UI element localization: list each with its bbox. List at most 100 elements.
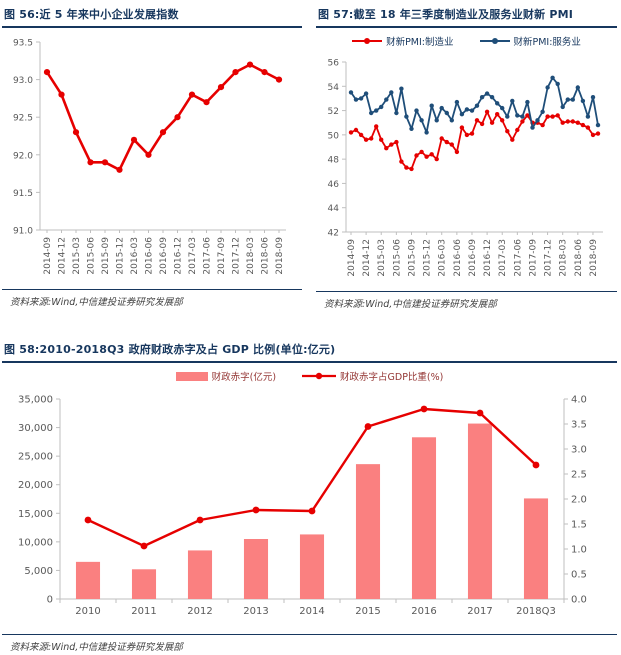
svg-text:3.5: 3.5	[571, 420, 587, 431]
svg-text:56: 56	[328, 59, 340, 69]
svg-text:2010: 2010	[75, 606, 100, 617]
red-line-marker-swatch-icon	[302, 372, 337, 380]
svg-text:2018-06: 2018-06	[261, 237, 271, 275]
legend-label: 财新PMI:制造业	[386, 37, 454, 48]
svg-text:25,000: 25,000	[18, 452, 53, 463]
svg-text:2015: 2015	[355, 606, 380, 617]
legend-label: 财政赤字占GDP比重(%)	[340, 372, 444, 383]
svg-text:2015-03: 2015-03	[377, 239, 387, 277]
svg-text:2012: 2012	[187, 606, 212, 617]
svg-text:2018-03: 2018-03	[246, 237, 256, 275]
svg-text:2017-03: 2017-03	[188, 237, 198, 275]
svg-text:2017: 2017	[467, 606, 492, 617]
figure-58-chart-area: 0 5,000 10,000 15,000 20,000 25,000 30,000 35,0…	[2, 387, 617, 631]
svg-text:2016-03: 2016-03	[130, 237, 140, 275]
svg-text:2014-09: 2014-09	[43, 237, 53, 275]
svg-text:2013: 2013	[243, 606, 268, 617]
figure-57-chart-area: 42 44 46 48 50 52 54 56 2014-09 2014-12 2015-03 201…	[316, 52, 617, 288]
pink-bar-swatch-icon	[175, 371, 208, 381]
figure-56-title: 图 56:近 5 年来中小企业发展指数	[2, 3, 302, 28]
svg-text:2018-03: 2018-03	[559, 239, 569, 277]
svg-text:2016-09: 2016-09	[159, 237, 169, 275]
svg-text:2011: 2011	[131, 606, 156, 617]
figure-57-legend: 财新PMI:制造业 财新PMI:服务业	[316, 30, 617, 52]
svg-text:5,000: 5,000	[24, 566, 53, 577]
svg-text:2016: 2016	[411, 606, 436, 617]
svg-text:2016-06: 2016-06	[453, 239, 463, 277]
svg-text:30,000: 30,000	[18, 423, 53, 434]
legend-label: 财新PMI:服务业	[513, 37, 581, 48]
figure-57-panel: 图 57:截至 18 年三季度制造业及服务业财新 PMI 财新PMI:制造业 财…	[308, 0, 621, 312]
svg-text:2018Q3: 2018Q3	[516, 606, 556, 617]
svg-text:2015-12: 2015-12	[423, 239, 433, 277]
svg-text:15,000: 15,000	[18, 509, 53, 520]
svg-text:2017-09: 2017-09	[528, 239, 538, 277]
svg-text:2016-06: 2016-06	[145, 237, 155, 275]
svg-text:2018-06: 2018-06	[574, 239, 584, 277]
svg-text:93.5: 93.5	[13, 39, 33, 49]
figure-58-legend: 财政赤字(亿元) 财政赤字占GDP比重(%)	[2, 365, 617, 387]
svg-text:44: 44	[328, 204, 340, 214]
svg-text:46: 46	[328, 180, 340, 190]
svg-text:2015-06: 2015-06	[392, 239, 402, 277]
svg-text:0: 0	[47, 595, 53, 606]
blue-line-marker-swatch-icon	[479, 38, 510, 44]
svg-text:2017-12: 2017-12	[232, 237, 242, 275]
svg-text:35,000: 35,000	[18, 395, 53, 406]
svg-text:2016-03: 2016-03	[438, 239, 448, 277]
figure-56-source: 资料来源:Wind,中信建投证券研究发展部	[2, 289, 302, 310]
svg-text:2016-09: 2016-09	[468, 239, 478, 277]
figure-58-title: 图 58:2010-2018Q3 政府财政赤字及占 GDP 比例(单位:亿元)	[2, 338, 617, 363]
fiscal-deficit-combo-chart: 0 5,000 10,000 15,000 20,000 25,000 30,000 35,0…	[18, 395, 587, 618]
svg-text:2.0: 2.0	[571, 495, 587, 506]
svg-text:2014-12: 2014-12	[58, 237, 68, 275]
legend-item-deficit-gdp-ratio: 财政赤字占GDP比重(%)	[302, 369, 443, 383]
svg-text:4.0: 4.0	[571, 395, 587, 406]
svg-text:2015-12: 2015-12	[116, 237, 126, 275]
svg-text:1.0: 1.0	[571, 545, 587, 556]
red-line-marker-swatch-icon	[352, 38, 383, 44]
svg-text:42: 42	[328, 229, 339, 239]
svg-text:20,000: 20,000	[18, 480, 53, 491]
svg-text:2016-12: 2016-12	[174, 237, 184, 275]
svg-text:92.5: 92.5	[13, 114, 33, 124]
svg-text:0.5: 0.5	[571, 570, 587, 581]
svg-text:2014-12: 2014-12	[362, 239, 372, 277]
svg-text:2015-06: 2015-06	[87, 237, 97, 275]
svg-text:10,000: 10,000	[18, 537, 53, 548]
svg-text:3.0: 3.0	[571, 445, 587, 456]
svg-text:54: 54	[328, 83, 340, 93]
figure-57-source: 资料来源:Wind,中信建投证券研究发展部	[316, 291, 617, 312]
svg-text:2017-12: 2017-12	[544, 239, 554, 277]
legend-item-fiscal-deficit: 财政赤字(亿元)	[175, 369, 277, 383]
caixin-pmi-line-chart: 42 44 46 48 50 52 54 56 2014-09 2014-12 2015-03 201…	[328, 59, 603, 277]
svg-text:2017-03: 2017-03	[498, 239, 508, 277]
svg-text:2015-03: 2015-03	[72, 237, 82, 275]
svg-text:2017-06: 2017-06	[203, 237, 213, 275]
svg-text:2014-09: 2014-09	[347, 239, 357, 277]
legend-item-services-pmi: 财新PMI:服务业	[479, 34, 581, 48]
svg-text:2016-12: 2016-12	[483, 239, 493, 277]
figure-56-chart-area: 91.0 91.5 92.0 92.5 93.0 93.5 2014-09 2014-12 20…	[2, 28, 302, 286]
svg-text:2014: 2014	[299, 606, 324, 617]
svg-text:2.5: 2.5	[571, 470, 587, 481]
svg-text:92.0: 92.0	[13, 151, 33, 161]
svg-text:2018-09: 2018-09	[275, 237, 285, 275]
svg-text:1.5: 1.5	[571, 520, 587, 531]
legend-label: 财政赤字(亿元)	[211, 372, 277, 383]
svg-text:2015-09: 2015-09	[407, 239, 417, 277]
svg-text:48: 48	[328, 156, 340, 166]
top-charts-row: 图 56:近 5 年来中小企业发展指数 91.0 91.5 92.0 92.5 93.0…	[0, 0, 621, 312]
figure-56-panel: 图 56:近 5 年来中小企业发展指数 91.0 91.5 92.0 92.5 93.0…	[0, 0, 308, 310]
figure-58-panel: 图 58:2010-2018Q3 政府财政赤字及占 GDP 比例(单位:亿元) …	[0, 338, 621, 655]
figure-57-title: 图 57:截至 18 年三季度制造业及服务业财新 PMI	[316, 3, 617, 28]
svg-text:2018-09: 2018-09	[589, 239, 599, 277]
legend-item-manufacturing-pmi: 财新PMI:制造业	[352, 34, 454, 48]
svg-text:2017-09: 2017-09	[217, 237, 227, 275]
svg-text:52: 52	[328, 107, 339, 117]
svg-text:91.0: 91.0	[13, 227, 33, 237]
svg-text:50: 50	[328, 131, 340, 141]
svg-text:93.0: 93.0	[13, 76, 33, 86]
sme-index-line-chart: 91.0 91.5 92.0 92.5 93.0 93.5 2014-09 2014-12 20…	[13, 39, 286, 275]
figure-58-source: 资料来源:Wind,中信建投证券研究发展部	[2, 634, 617, 655]
